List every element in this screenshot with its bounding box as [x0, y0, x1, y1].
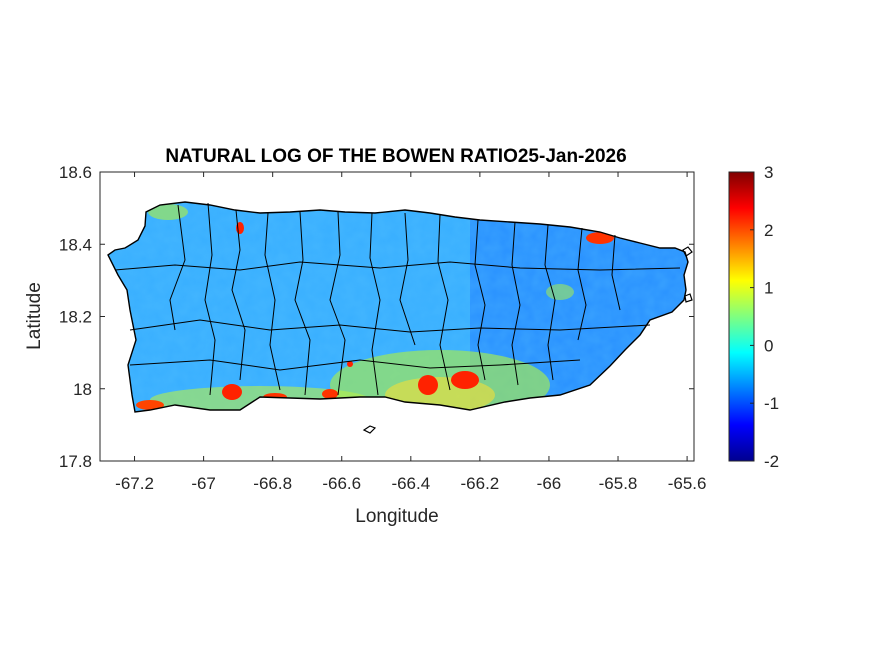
- x-tick-label: -66.2: [461, 474, 500, 493]
- x-ticks: -67.2 -67 -66.8 -66.6 -66.4 -66.2 -66 -65.8 -65.…: [115, 172, 706, 493]
- colorbar: -2 -1 0 1 2 3: [728, 163, 779, 471]
- x-tick-label: -66: [537, 474, 562, 493]
- y-tick-label: 18.4: [59, 235, 92, 254]
- colorbar-tick-label: 0: [764, 336, 773, 355]
- colorbar-tick-label: -1: [764, 394, 779, 413]
- y-tick-label: 18.2: [59, 308, 92, 327]
- colorbar-gradient: [728, 171, 755, 462]
- y-tick-label: 17.8: [59, 452, 92, 471]
- hotspot-guayama: [451, 371, 479, 389]
- colorbar-tick-label: -2: [764, 452, 779, 471]
- y-ticks: 17.8 18 18.2 18.4 18.6: [59, 163, 694, 471]
- colorbar-ticks: -2 -1 0 1 2 3: [750, 163, 779, 471]
- y-tick-label: 18: [73, 380, 92, 399]
- x-tick-label: -67.2: [115, 474, 154, 493]
- chart-title: NATURAL LOG OF THE BOWEN RATIO25-Jan-202…: [165, 146, 626, 167]
- colorbar-tick-label: 1: [764, 279, 773, 298]
- colorbar-tick-label: 3: [764, 163, 773, 182]
- offshore-islands: [362, 246, 693, 434]
- x-axis-label: Longitude: [355, 506, 438, 527]
- coastline: [107, 201, 689, 413]
- x-tick-label: -65.8: [599, 474, 638, 493]
- x-tick-label: -65.6: [668, 474, 707, 493]
- hotspot-guanica: [222, 384, 242, 400]
- y-tick-label: 18.6: [59, 163, 92, 182]
- municipal-boundaries: [114, 202, 681, 396]
- x-tick-label: -66.6: [322, 474, 361, 493]
- y-axis-label: Latitude: [24, 282, 45, 350]
- hotspot-salinas: [418, 375, 438, 395]
- x-tick-label: -66.4: [391, 474, 430, 493]
- x-tick-label: -66.8: [253, 474, 292, 493]
- colorbar-tick-label: 2: [764, 221, 773, 240]
- x-tick-label: -67: [191, 474, 216, 493]
